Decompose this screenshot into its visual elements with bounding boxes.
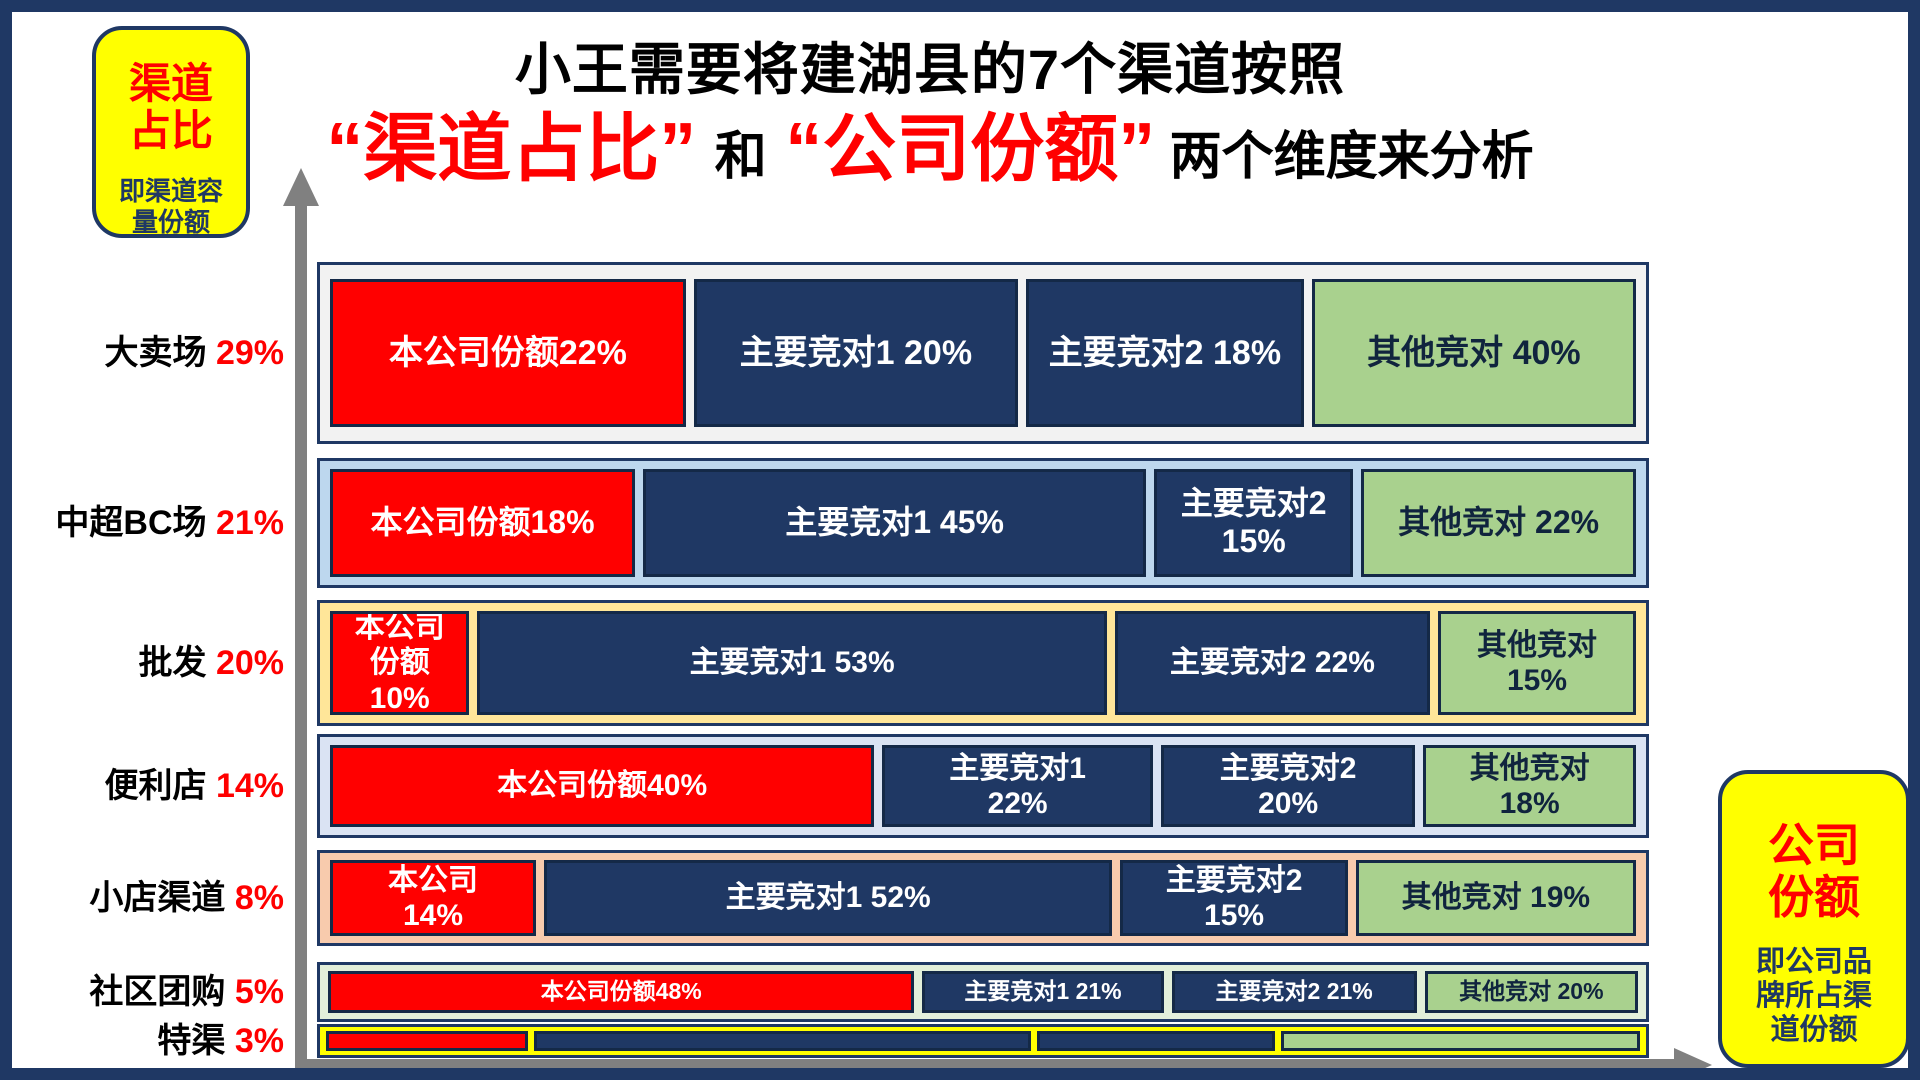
y-axis-concept-badge: 渠道 占比 即渠道容 量份额: [92, 26, 250, 238]
bar-segment-主要竞对2: 主要竞对2 15%: [1154, 469, 1354, 577]
category-share-value: 14%: [206, 767, 284, 805]
title-tail: 两个维度来分析: [1169, 128, 1534, 187]
category-share-value: 8%: [225, 879, 284, 917]
y-axis-badge-subtitle: 即渠道容 量份额: [118, 176, 223, 237]
bar-row-特渠: [317, 1024, 1649, 1058]
x-axis-line: [295, 1059, 1679, 1068]
y-axis-badge-title: 渠道 占比: [128, 60, 213, 155]
category-name: 便利店: [104, 767, 207, 805]
bar-row-中超BC场: 本公司份额18% 主要竞对1 45% 主要竞对2 15% 其他竞对 22%: [317, 458, 1649, 588]
bar-segment-本公司份额: 本公司份额18%: [330, 469, 636, 577]
title-keyword-channel-share: “渠道占比”: [326, 107, 697, 191]
title-keyword-company-share: “公司份额”: [785, 107, 1156, 191]
category-name: 批发: [138, 644, 207, 682]
bar-segment-本公司份额: 本公司份额40%: [330, 745, 875, 827]
title-connector: 和: [714, 128, 767, 187]
bar-segment-本公司份额: [326, 1031, 528, 1051]
bar-segment-其他竞对: 其他竞对 19%: [1355, 860, 1636, 936]
category-name: 小店渠道: [89, 879, 226, 917]
bar-row-小店渠道: 本公司 14% 主要竞对1 52% 主要竞对2 15% 其他竞对 19%: [317, 850, 1649, 946]
bar-row-便利店: 本公司份额40% 主要竞对1 22% 主要竞对2 20% 其他竞对 18%: [317, 734, 1649, 838]
bar-segment-主要竞对1: [533, 1031, 1032, 1051]
category-name: 特渠: [157, 1022, 226, 1060]
x-axis-badge-subtitle: 即公司品 牌所占渠 道份额: [1755, 946, 1872, 1047]
x-axis-badge-title: 公司 份额: [1768, 819, 1860, 923]
bar-segment-其他竞对: [1281, 1031, 1640, 1051]
category-share-value: 3%: [225, 1022, 284, 1060]
category-label-特渠: 特渠 3%: [28, 1015, 284, 1067]
bar-segment-本公司份额: 本公司份额22%: [330, 279, 686, 427]
y-axis-arrowhead-icon: [283, 168, 319, 206]
bar-segment-主要竞对1: 主要竞对1 45%: [643, 469, 1147, 577]
category-label-大卖场: 大卖场 29%: [28, 327, 285, 379]
category-share-value: 20%: [206, 644, 284, 682]
bar-segment-其他竞对: 其他竞对 15%: [1438, 611, 1636, 715]
category-share-value: 5%: [225, 973, 284, 1011]
bar-segment-主要竞对1: 主要竞对1 22%: [882, 745, 1153, 827]
bar-segment-其他竞对: 其他竞对 18%: [1423, 745, 1636, 827]
category-label-便利店: 便利店 14%: [28, 760, 285, 812]
bar-segment-主要竞对2: [1037, 1031, 1276, 1051]
category-name: 社区团购: [89, 973, 226, 1011]
category-label-社区团购: 社区团购 5%: [28, 966, 284, 1018]
category-label-小店渠道: 小店渠道 8%: [28, 872, 284, 924]
bar-segment-本公司份额: 本公司份额48%: [328, 971, 915, 1013]
category-share-value: 29%: [206, 334, 284, 372]
page-title: 小王需要将建湖县的7个渠道按照 “渠道占比” 和 “公司份额” 两个维度来分析: [12, 38, 1848, 191]
bar-segment-其他竞对: 其他竞对 20%: [1424, 971, 1638, 1013]
category-label-批发: 批发 20%: [28, 637, 285, 689]
category-name: 大卖场: [104, 334, 207, 372]
bar-segment-主要竞对2: 主要竞对2 22%: [1114, 611, 1430, 715]
category-share-value: 21%: [206, 504, 284, 542]
bar-segment-主要竞对2: 主要竞对2 21%: [1171, 971, 1417, 1013]
bar-segment-主要竞对2: 主要竞对2 20%: [1160, 745, 1416, 827]
bar-segment-本公司份额: 本公司 份额 10%: [330, 611, 470, 715]
bar-segment-主要竞对1: 主要竞对1 20%: [693, 279, 1018, 427]
title-line1: 小王需要将建湖县的7个渠道按照: [514, 38, 1346, 101]
bar-segment-其他竞对: 其他竞对 40%: [1311, 279, 1637, 427]
category-name: 中超BC场: [55, 504, 207, 542]
bar-segment-主要竞对2: 主要竞对2 18%: [1026, 279, 1304, 427]
bar-segment-其他竞对: 其他竞对 22%: [1361, 469, 1636, 577]
x-axis-concept-badge: 公司 份额 即公司品 牌所占渠 道份额: [1718, 770, 1908, 1068]
bar-segment-主要竞对1: 主要竞对1 53%: [477, 611, 1107, 715]
bar-row-社区团购: 本公司份额48% 主要竞对1 21% 主要竞对2 21% 其他竞对 20%: [317, 962, 1649, 1022]
bar-row-批发: 本公司 份额 10% 主要竞对1 53% 主要竞对2 22% 其他竞对 15%: [317, 600, 1649, 726]
bar-segment-主要竞对2: 主要竞对2 15%: [1120, 860, 1348, 936]
x-axis-arrowhead-icon: [1674, 1048, 1712, 1068]
y-axis-line: [295, 204, 307, 1068]
bar-segment-主要竞对1: 主要竞对1 21%: [922, 971, 1164, 1013]
bar-row-大卖场: 本公司份额22% 主要竞对1 20% 主要竞对2 18% 其他竞对 40%: [317, 262, 1649, 444]
category-label-中超BC场: 中超BC场 21%: [28, 497, 284, 549]
title-line2: “渠道占比” 和 “公司份额” 两个维度来分析: [12, 106, 1848, 191]
bar-segment-主要竞对1: 主要竞对1 52%: [544, 860, 1113, 936]
bar-segment-本公司份额: 本公司 14%: [330, 860, 537, 936]
